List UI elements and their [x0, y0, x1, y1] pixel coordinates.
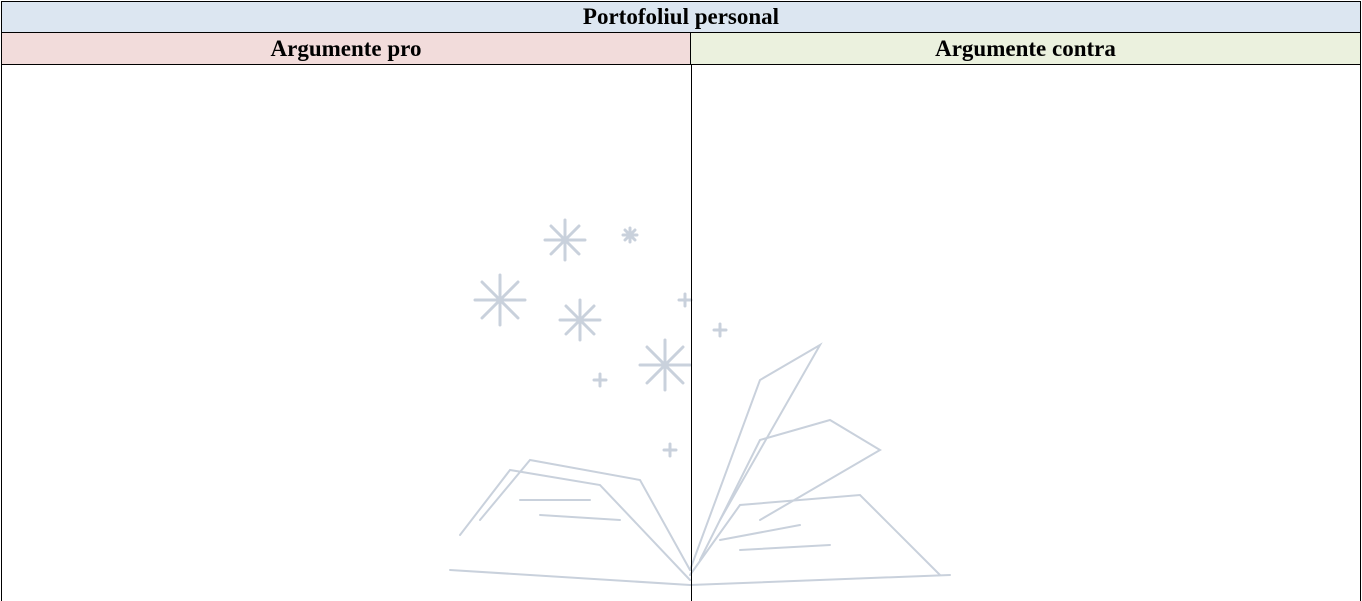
star — [662, 442, 678, 458]
star — [677, 292, 693, 308]
title-row: Portofoliul personal — [2, 2, 1360, 33]
star — [592, 372, 608, 388]
book-right-page — [689, 493, 941, 576]
title-cell: Portofoliul personal — [582, 4, 780, 29]
header-cell: Argumente contra — [691, 33, 1360, 64]
star — [558, 298, 602, 342]
column-divider — [691, 65, 692, 601]
book-left-page — [479, 458, 691, 571]
text-lines — [519, 499, 831, 551]
book-left-page — [459, 468, 691, 581]
star — [638, 338, 692, 392]
star — [712, 322, 728, 338]
star — [473, 273, 527, 327]
star — [621, 226, 639, 244]
header-cell: Argumente pro — [2, 33, 691, 64]
header-row: Argumente pro Argumente contra — [2, 33, 1360, 65]
book-flying-page — [689, 342, 823, 571]
star — [543, 218, 587, 262]
book-flying-page — [699, 418, 882, 561]
book-base — [449, 569, 951, 587]
